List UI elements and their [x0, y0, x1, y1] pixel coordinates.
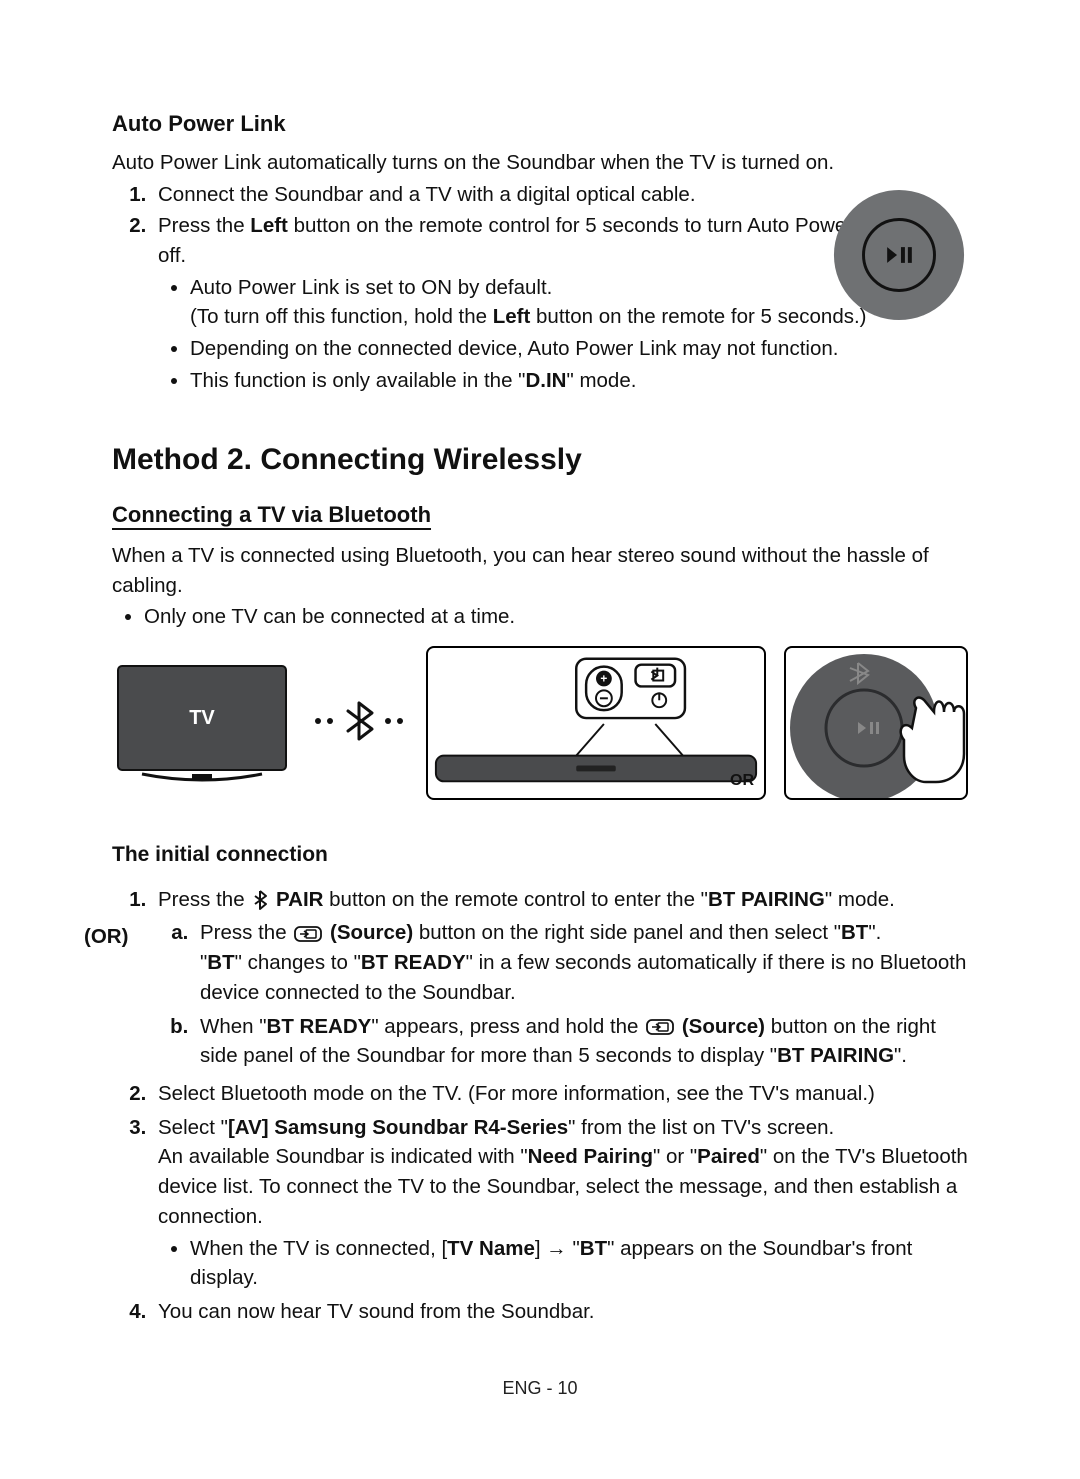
bluetooth-icon — [252, 890, 268, 910]
svg-text:+: + — [600, 672, 607, 686]
one-tv-only: Only one TV can be connected at a time. — [144, 602, 968, 632]
method2-intro: When a TV is connected using Bluetooth, … — [112, 541, 968, 600]
method-2-heading: Method 2. Connecting Wirelessly — [112, 438, 968, 482]
bluetooth-diagram: TV + — [112, 646, 968, 800]
tv-icon: TV — [112, 646, 292, 796]
connecting-tv-bluetooth-heading: Connecting a TV via Bluetooth — [112, 499, 968, 531]
svg-text:TV: TV — [189, 707, 215, 729]
remote-play-pause-icon — [830, 186, 968, 324]
bullet-din-only: This function is only available in the "… — [190, 366, 968, 396]
step-3-display-note: When the TV is connected, [TV Name] → "B… — [190, 1234, 968, 1293]
auto-power-link-heading: Auto Power Link — [112, 108, 968, 140]
or-prefix: (OR) — [84, 922, 128, 952]
step-a-source: Press the (Source) button on the right s… — [194, 918, 968, 1007]
initial-connection-heading: The initial connection — [112, 840, 968, 870]
bullet-may-not-function: Depending on the connected device, Auto … — [190, 334, 968, 364]
method2-notes: Only one TV can be connected at a time. — [112, 602, 968, 632]
or-label: OR — [730, 769, 754, 792]
auto-power-link-intro: Auto Power Link automatically turns on t… — [112, 148, 968, 178]
soundbar-icon: + OR — [426, 646, 766, 800]
step-1-pair: Press the PAIR button on the remote cont… — [152, 885, 968, 1071]
source-icon — [646, 1017, 674, 1037]
bluetooth-link-icon — [310, 646, 408, 796]
remote-press-icon — [784, 646, 968, 800]
step-2-select-bt-on-tv: Select Bluetooth mode on the TV. (For mo… — [152, 1079, 968, 1109]
initial-steps: Press the PAIR button on the remote cont… — [112, 885, 968, 1327]
page-footer: ENG - 10 — [112, 1375, 968, 1401]
step-4-done: You can now hear TV sound from the Sound… — [152, 1297, 968, 1327]
source-icon — [294, 924, 322, 944]
step-3-select-soundbar: Select "[AV] Samsung Soundbar R4-Series"… — [152, 1113, 968, 1293]
step-b-hold-source: When "BT READY" appears, press and hold … — [194, 1012, 968, 1071]
